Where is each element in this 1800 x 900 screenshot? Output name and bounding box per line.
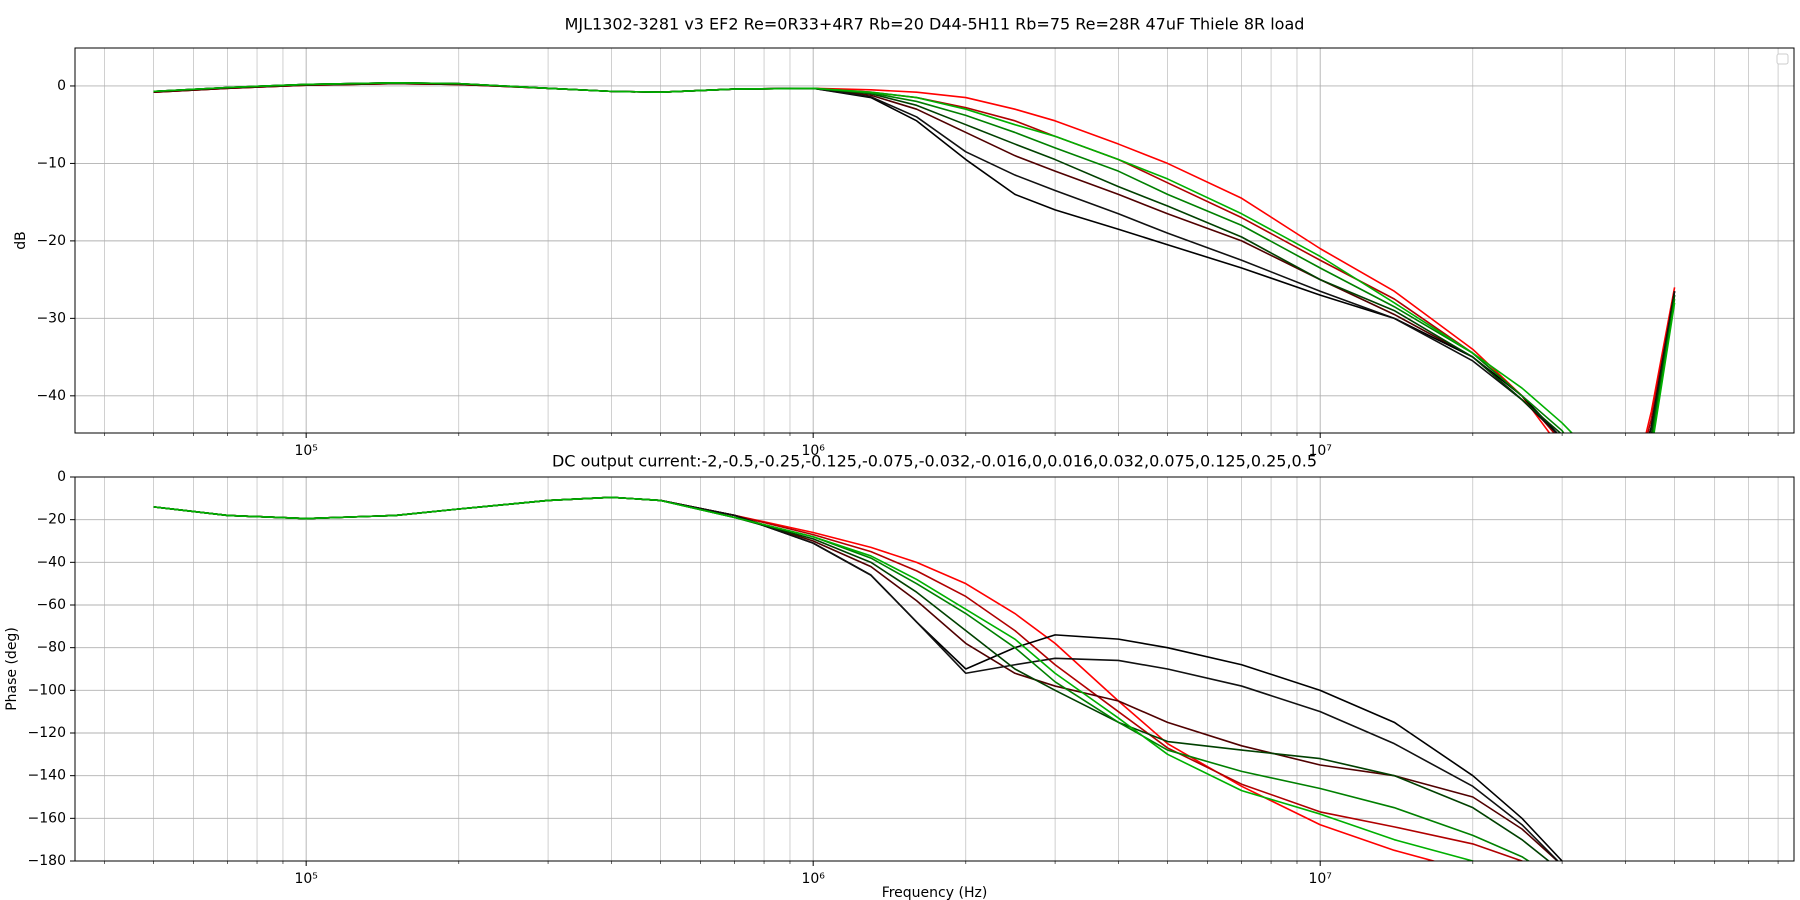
axes-frame — [74, 47, 1795, 434]
y-tick-label: −100 — [28, 682, 66, 698]
x-tick-label: 10⁵ — [294, 443, 317, 459]
series-line — [153, 496, 1475, 861]
y-tick-label: −20 — [36, 512, 66, 528]
y-axis-label: dB — [13, 231, 29, 250]
x-tick-label: 10⁷ — [1308, 871, 1331, 887]
x-axis-label: Frequency (Hz) — [882, 885, 988, 900]
x-tick-label: 10⁵ — [294, 871, 317, 887]
x-tick-label: 10⁶ — [801, 871, 825, 887]
y-tick-label: −30 — [36, 310, 66, 326]
y-tick-label: −40 — [36, 388, 66, 404]
y-tick-label: −60 — [36, 597, 66, 613]
y-tick-label: −120 — [28, 725, 66, 741]
y-tick-label: −80 — [36, 640, 66, 656]
y-tick-label: −20 — [36, 233, 66, 249]
y-tick-label: −180 — [28, 853, 66, 869]
series-line — [153, 82, 1676, 433]
y-tick-label: −160 — [28, 810, 66, 826]
y-axis-label: Phase (deg) — [4, 627, 20, 711]
plot-area — [153, 496, 1563, 861]
plot-area — [153, 82, 1676, 433]
y-tick-label: −140 — [28, 768, 66, 784]
y-tick-label: 0 — [57, 78, 66, 94]
y-tick-label: 0 — [57, 469, 66, 485]
series-line — [153, 82, 1676, 433]
series-line — [153, 82, 1676, 433]
y-tick-label: −40 — [36, 554, 66, 570]
axes-title: MJL1302-3281 v3 EF2 Re=0R33+4R7 Rb=20 D4… — [565, 15, 1305, 34]
y-tick-label: −10 — [36, 155, 66, 171]
x-tick-label: 10⁶ — [801, 443, 825, 459]
legend — [1776, 53, 1789, 65]
axes-title: DC output current:-2,-0.5,-0.25,-0.125,-… — [552, 452, 1317, 471]
axes-frame — [74, 476, 1795, 862]
x-tick-label: 10⁷ — [1308, 443, 1331, 459]
